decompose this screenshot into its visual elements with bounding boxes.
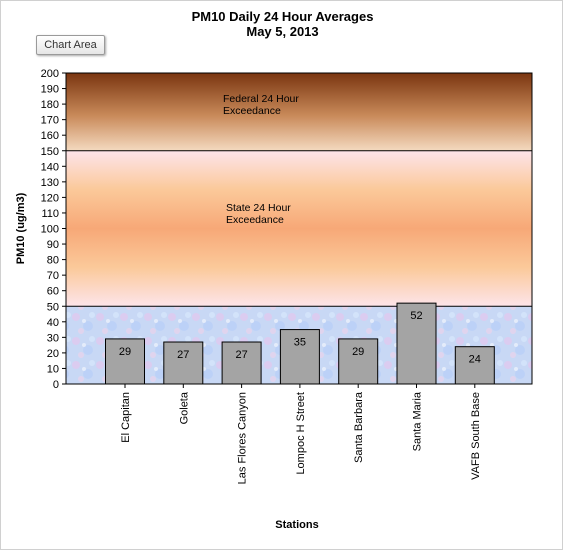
y-tick-label: 0 bbox=[53, 379, 59, 391]
data-label: 27 bbox=[235, 349, 247, 361]
y-tick-label: 140 bbox=[41, 161, 59, 173]
y-axis-title: PM10 (ug/m3) bbox=[15, 192, 27, 264]
data-label: 27 bbox=[177, 349, 189, 361]
band-label: Exceedance bbox=[226, 214, 284, 226]
band-label: Exceedance bbox=[223, 105, 281, 117]
chart-subtitle: May 5, 2013 bbox=[246, 24, 319, 39]
y-tick-label: 50 bbox=[47, 301, 59, 313]
chart-area-button[interactable]: Chart Area bbox=[36, 35, 105, 55]
x-tick-label: El Capitan bbox=[120, 392, 132, 443]
data-label: 35 bbox=[294, 337, 306, 349]
x-tick-label: Lompoc H Street bbox=[295, 392, 307, 475]
y-tick-label: 90 bbox=[47, 239, 59, 251]
y-tick-label: 60 bbox=[47, 286, 59, 298]
y-tick-label: 70 bbox=[47, 270, 59, 282]
y-tick-label: 30 bbox=[47, 332, 59, 344]
chart-title: PM10 Daily 24 Hour Averages bbox=[191, 9, 374, 24]
x-tick-label: Las Flores Canyon bbox=[237, 392, 249, 484]
y-tick-label: 170 bbox=[41, 115, 59, 127]
bar bbox=[279, 329, 320, 385]
data-label: 24 bbox=[469, 354, 481, 366]
band-label: State 24 Hour bbox=[226, 202, 291, 214]
y-tick-label: 190 bbox=[41, 84, 59, 96]
data-label: 29 bbox=[119, 346, 131, 358]
state-exceedance-band bbox=[66, 150, 532, 307]
y-tick-label: 180 bbox=[41, 99, 59, 111]
x-tick-label: Santa Maria bbox=[412, 391, 424, 451]
federal-exceedance-band bbox=[66, 73, 532, 151]
x-tick-label: Santa Barbara bbox=[353, 391, 365, 463]
band-label: Federal 24 Hour bbox=[223, 93, 299, 105]
bar bbox=[454, 346, 495, 385]
bar bbox=[396, 302, 437, 385]
y-tick-label: 80 bbox=[47, 255, 59, 267]
bar bbox=[338, 338, 379, 385]
y-tick-label: 10 bbox=[47, 363, 59, 375]
y-tick-label: 20 bbox=[47, 348, 59, 360]
data-label: 52 bbox=[410, 310, 422, 322]
x-axis-title: Stations bbox=[275, 519, 318, 531]
y-tick-label: 40 bbox=[47, 317, 59, 329]
y-tick-label: 120 bbox=[41, 192, 59, 204]
y-tick-label: 130 bbox=[41, 177, 59, 189]
y-tick-label: 160 bbox=[41, 130, 59, 142]
y-tick-label: 110 bbox=[41, 208, 59, 220]
y-tick-label: 150 bbox=[41, 146, 59, 158]
y-tick-label: 200 bbox=[41, 68, 59, 80]
bar bbox=[163, 341, 204, 385]
x-tick-label: Goleta bbox=[178, 391, 190, 424]
x-tick-label: VAFB South Base bbox=[470, 392, 482, 480]
data-label: 29 bbox=[352, 346, 364, 358]
y-tick-label: 100 bbox=[41, 224, 59, 236]
bar bbox=[221, 341, 262, 385]
